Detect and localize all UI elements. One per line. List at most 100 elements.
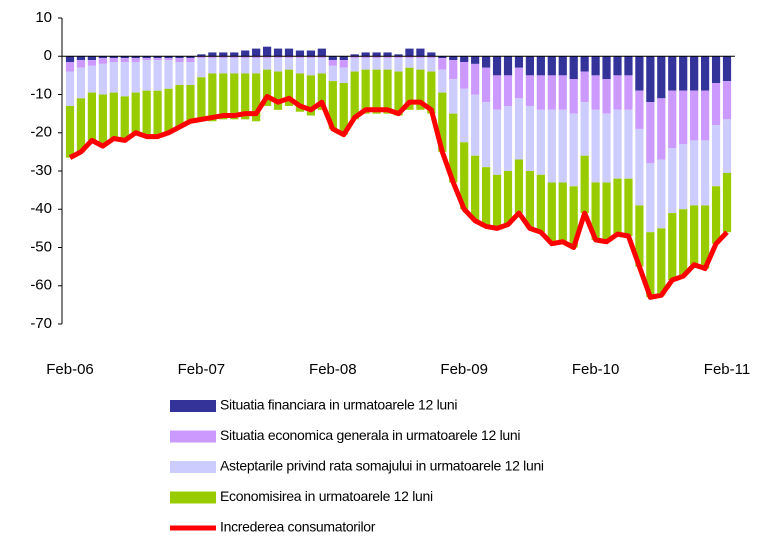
bar-segment bbox=[208, 58, 217, 74]
legend-label: Economisirea in urmatoarele 12 luni bbox=[220, 488, 433, 504]
bar-segment bbox=[339, 67, 348, 84]
bar-segment bbox=[613, 56, 622, 76]
bar-segment bbox=[657, 159, 666, 229]
bar-segment bbox=[460, 61, 469, 89]
bar-segment bbox=[514, 98, 524, 160]
bar-segment bbox=[175, 56, 184, 59]
bar-segment bbox=[153, 60, 162, 91]
y-tick-label: 10 bbox=[35, 9, 52, 26]
bar-segment bbox=[350, 54, 359, 57]
bar-segment bbox=[547, 182, 556, 244]
bar-segment bbox=[711, 186, 721, 244]
bar-segment bbox=[350, 58, 359, 72]
bar-segment bbox=[668, 56, 677, 91]
bar-segment bbox=[361, 52, 370, 57]
bar-segment bbox=[503, 105, 513, 171]
bar-segment bbox=[449, 60, 458, 80]
bar-segment bbox=[120, 56, 129, 59]
bar-segment bbox=[175, 58, 184, 62]
bar-segment bbox=[131, 56, 140, 59]
bar-segment bbox=[471, 94, 480, 156]
bar-segment bbox=[197, 56, 206, 59]
bar-segment bbox=[624, 178, 633, 237]
bar-segment bbox=[646, 102, 655, 164]
bar-segment bbox=[536, 56, 545, 76]
line-series bbox=[68, 93, 729, 300]
legend-label: Situatia economica generala in urmatoare… bbox=[220, 427, 520, 443]
bar-segment bbox=[624, 75, 633, 110]
bar-segment bbox=[252, 56, 261, 59]
y-tick-label: -70 bbox=[30, 315, 52, 332]
bar-segment bbox=[514, 67, 524, 99]
bar-segment bbox=[711, 125, 721, 187]
bar-segment bbox=[492, 174, 502, 229]
bar-segment bbox=[722, 56, 732, 82]
y-tick-label: -50 bbox=[30, 238, 52, 255]
bar-segment bbox=[580, 155, 589, 214]
bar-segment bbox=[109, 58, 118, 62]
bar-segment bbox=[471, 63, 480, 95]
legend-swatch bbox=[170, 430, 216, 443]
bar-segment bbox=[328, 56, 337, 61]
bar-segment bbox=[613, 109, 622, 179]
bar-segment bbox=[295, 58, 305, 74]
bar-segment bbox=[405, 56, 414, 59]
bar-segment bbox=[503, 56, 513, 76]
bar-segment bbox=[383, 52, 392, 57]
bar-segment bbox=[657, 98, 666, 160]
bar-segment bbox=[339, 83, 348, 135]
bar-segment bbox=[273, 58, 283, 72]
bar-segment bbox=[536, 75, 545, 110]
bar-segment bbox=[186, 56, 195, 59]
bar-segment bbox=[668, 213, 677, 281]
bar-segment bbox=[547, 56, 556, 76]
bar-segment bbox=[635, 90, 644, 129]
bar-segment bbox=[394, 56, 403, 59]
bar-segment bbox=[87, 92, 97, 141]
bar-segment bbox=[328, 65, 337, 82]
bar-segment bbox=[87, 65, 97, 93]
bar-segment bbox=[449, 79, 458, 114]
legend-swatch bbox=[170, 461, 216, 473]
bar-segment bbox=[416, 56, 425, 59]
bar-segment bbox=[405, 58, 414, 68]
bar-segment bbox=[98, 63, 107, 95]
bar-segment bbox=[241, 50, 250, 57]
bar-segment bbox=[481, 167, 491, 227]
bar-segment bbox=[164, 88, 173, 133]
bar-segment bbox=[328, 81, 337, 129]
bar-segment bbox=[295, 50, 305, 57]
bar-segment bbox=[230, 73, 239, 120]
bar-segment bbox=[142, 56, 151, 59]
bar-segment bbox=[449, 56, 458, 61]
bar-segment bbox=[109, 92, 118, 139]
bar-segment bbox=[416, 69, 425, 110]
bar-segment bbox=[76, 60, 86, 68]
x-tick-label: Feb-06 bbox=[46, 361, 94, 378]
bar-segment bbox=[317, 58, 326, 74]
bar-segment bbox=[262, 58, 272, 70]
bar-segment bbox=[438, 92, 447, 152]
bar-segment bbox=[153, 58, 162, 61]
bar-segment bbox=[635, 128, 644, 206]
bar-segment bbox=[635, 56, 644, 91]
bar-segment bbox=[65, 61, 75, 72]
bar-segment bbox=[76, 56, 86, 61]
bar-segment bbox=[558, 75, 567, 110]
bar-segment bbox=[120, 61, 129, 97]
bar-segment bbox=[624, 109, 633, 179]
bar-segment bbox=[208, 73, 217, 122]
bar-segment bbox=[109, 56, 118, 59]
bar-segment bbox=[208, 56, 217, 59]
bar-segment bbox=[284, 48, 294, 57]
bar-segment bbox=[525, 56, 535, 76]
bar-segment bbox=[492, 109, 502, 175]
bar-segment bbox=[690, 205, 699, 265]
bar-segment bbox=[690, 90, 699, 141]
bar-segment bbox=[580, 71, 589, 103]
bar-segment bbox=[284, 69, 294, 106]
bar-segment bbox=[219, 73, 228, 120]
bar-segment bbox=[646, 56, 655, 103]
bar-segment bbox=[569, 113, 578, 187]
